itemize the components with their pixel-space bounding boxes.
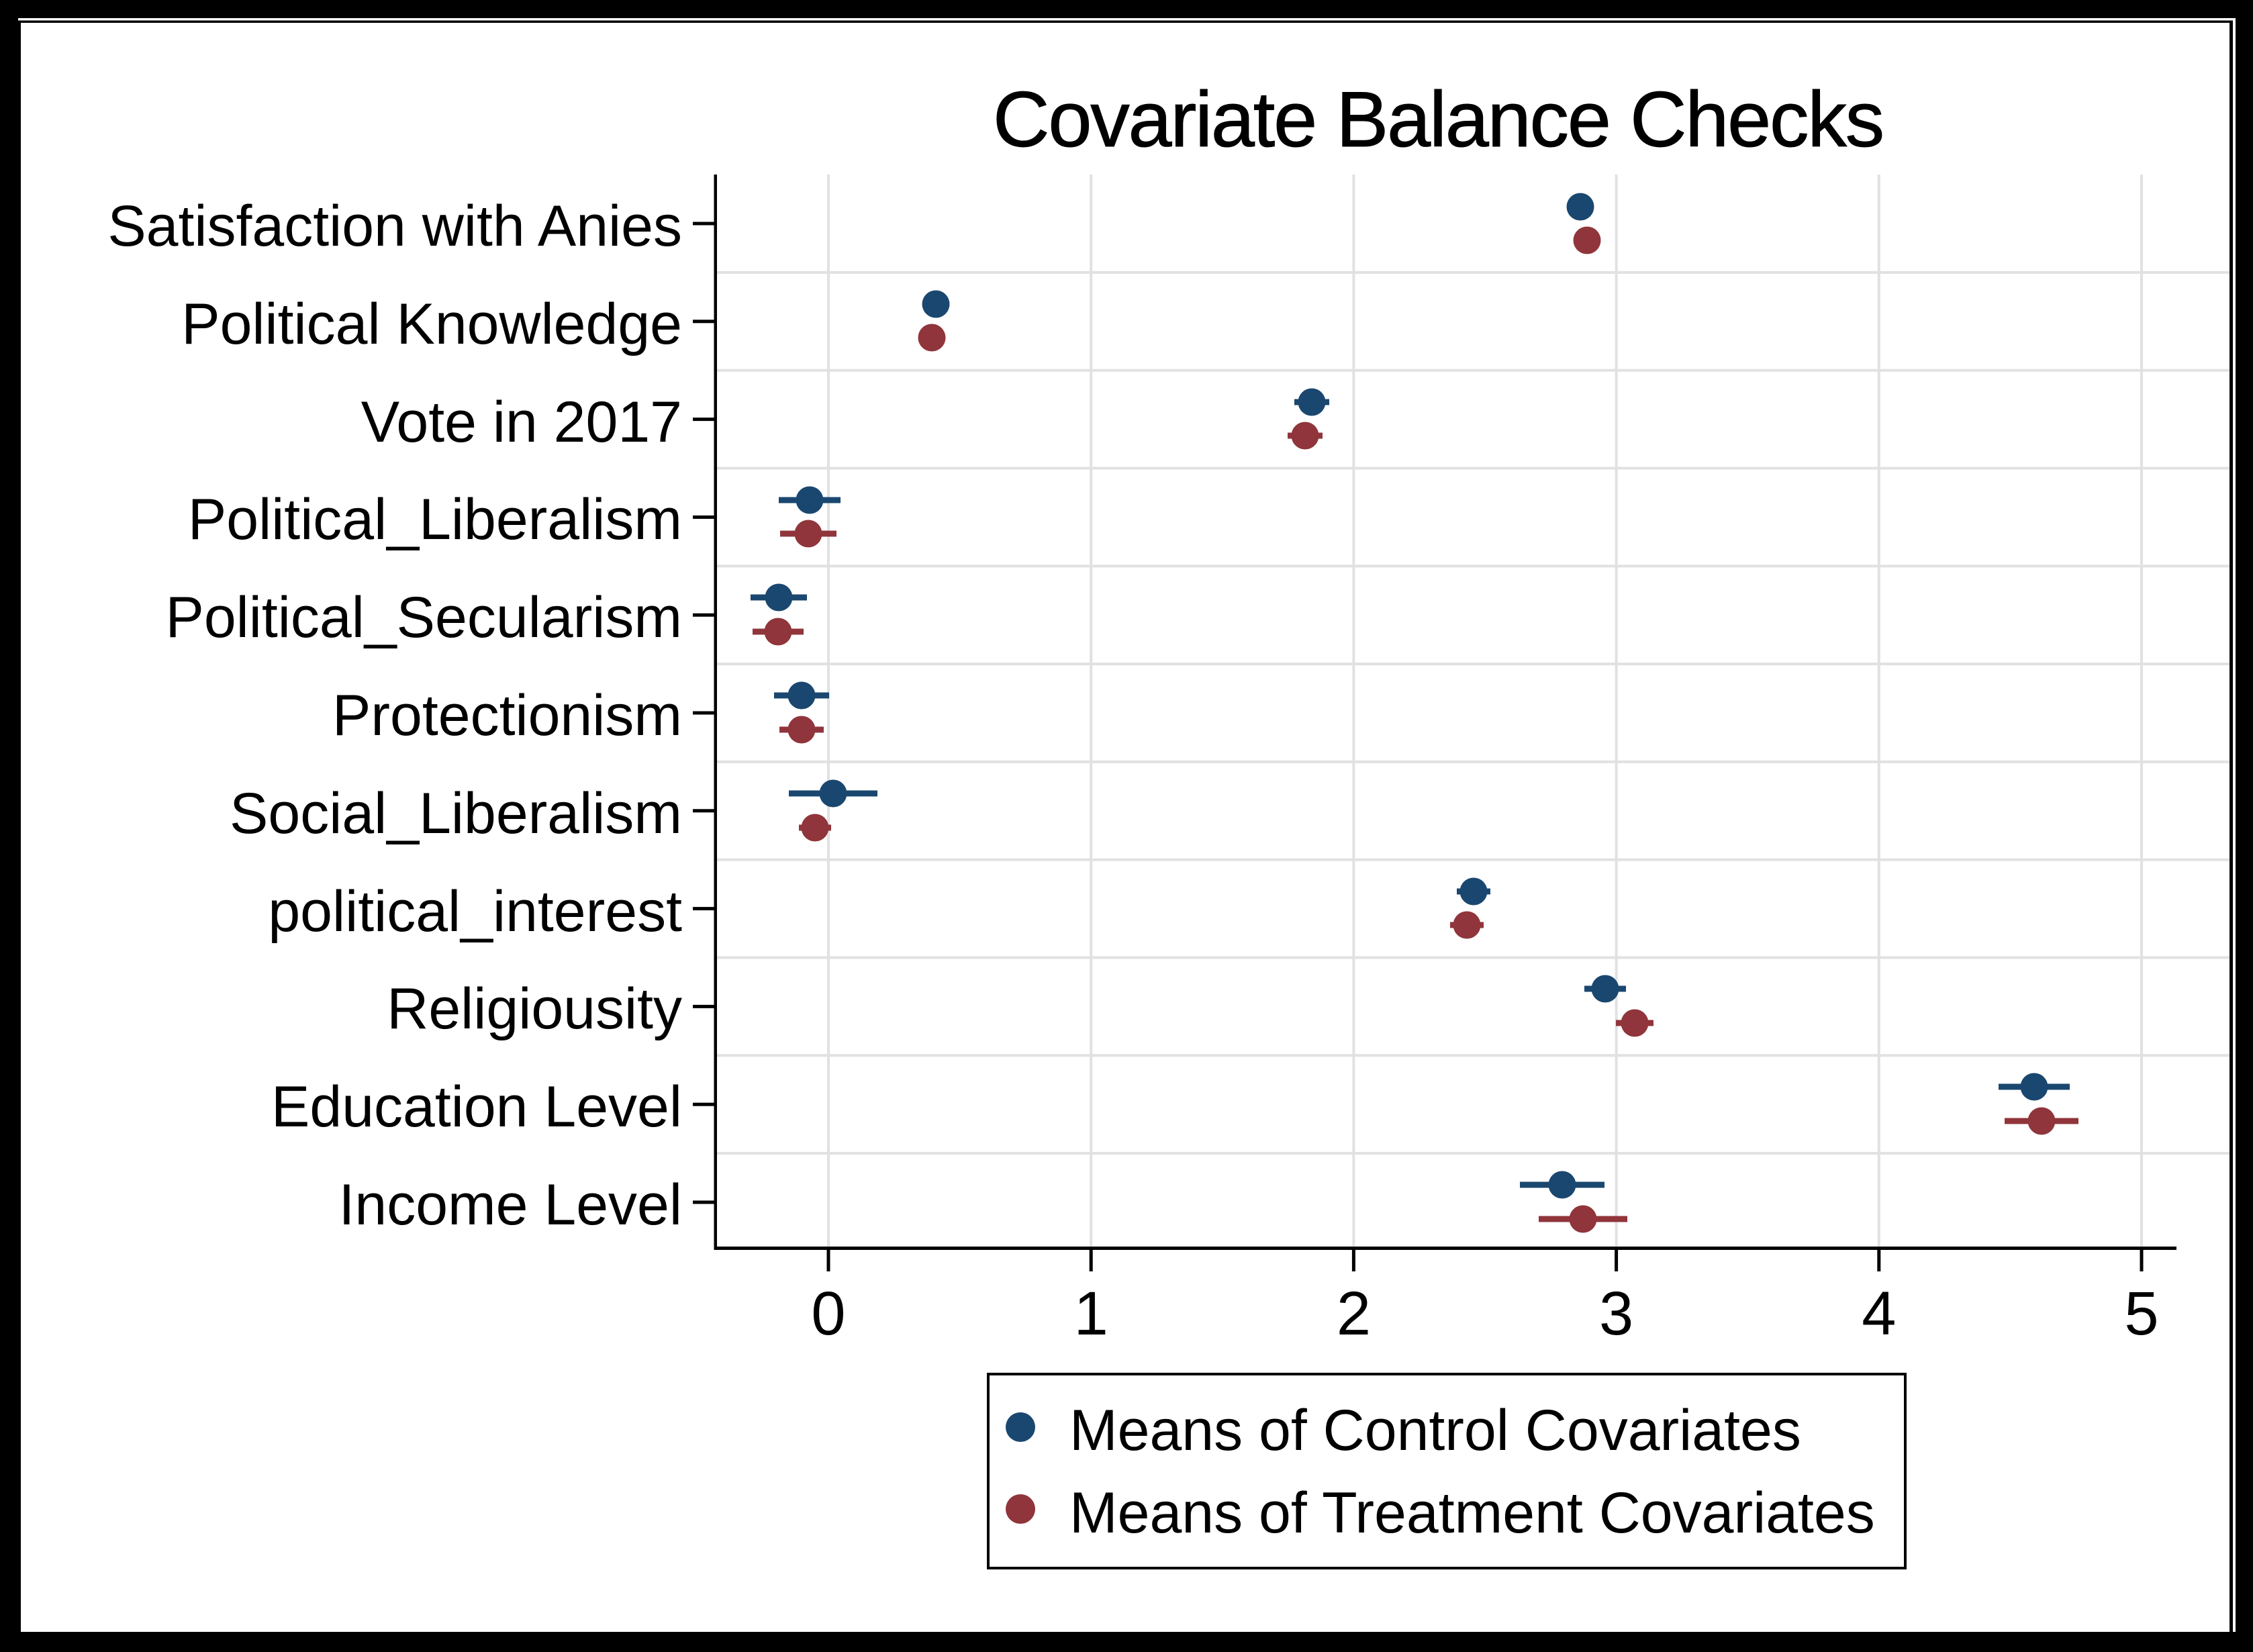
svg-text:0: 0 [811, 1279, 845, 1348]
svg-text:2: 2 [1337, 1279, 1371, 1348]
svg-text:Religiousity: Religiousity [387, 977, 682, 1041]
svg-text:Income Level: Income Level [338, 1173, 682, 1237]
svg-text:Vote in 2017: Vote in 2017 [361, 390, 682, 454]
svg-text:Social_Liberalism: Social_Liberalism [230, 781, 682, 846]
svg-text:Protectionism: Protectionism [332, 683, 682, 748]
svg-text:Political_Secularism: Political_Secularism [165, 585, 682, 650]
svg-text:3: 3 [1599, 1279, 1633, 1348]
svg-text:5: 5 [2124, 1279, 2158, 1348]
svg-text:Political_Liberalism: Political_Liberalism [188, 487, 682, 552]
svg-text:4: 4 [1862, 1279, 1896, 1348]
svg-text:Satisfaction with Anies: Satisfaction with Anies [107, 194, 682, 258]
svg-text:Means of Control Covariates: Means of Control Covariates [1069, 1398, 1801, 1463]
svg-text:Political Knowledge: Political Knowledge [181, 292, 682, 356]
svg-text:Means of Treatment Covariates: Means of Treatment Covariates [1069, 1481, 1875, 1545]
svg-text:Education Level: Education Level [271, 1075, 682, 1139]
svg-text:1: 1 [1074, 1279, 1108, 1348]
svg-text:political_interest: political_interest [268, 879, 682, 944]
svg-text:Covariate Balance Checks: Covariate Balance Checks [993, 75, 1883, 163]
